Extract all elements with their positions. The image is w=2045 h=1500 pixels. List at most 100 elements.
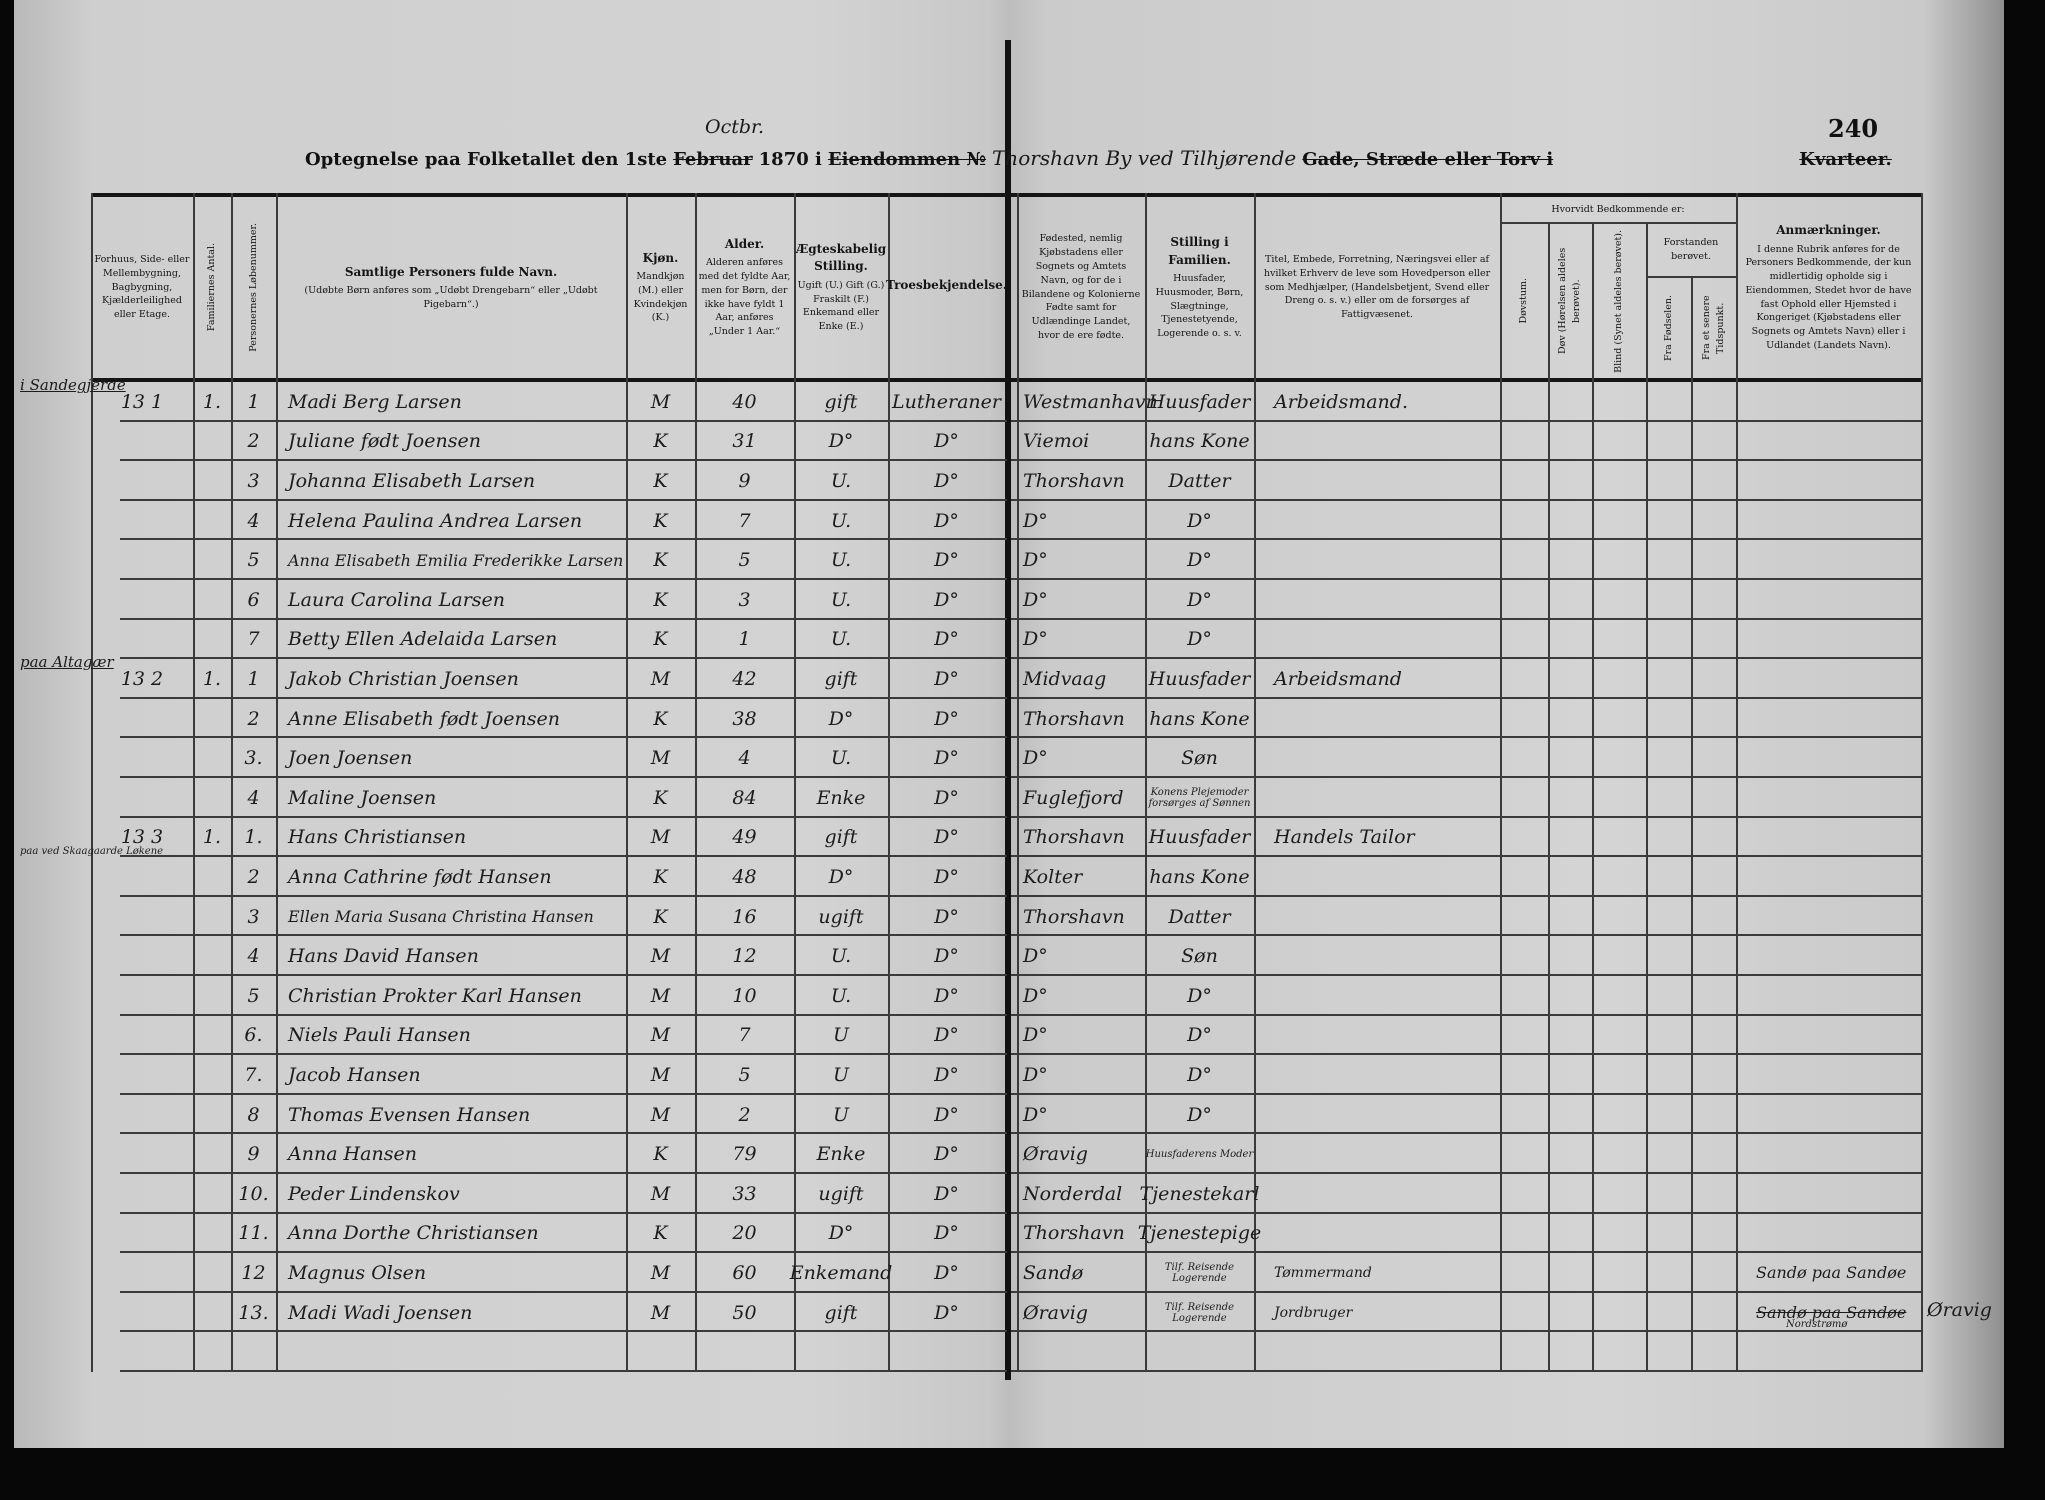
row-5-sex: K (653, 549, 668, 572)
column-rule (1254, 193, 1256, 1372)
header-occupation-text: Titel, Embede, Forretning, Næringsvei el… (1257, 253, 1497, 322)
column-rule (231, 193, 233, 1372)
row-20-position: Huusfaderens Moder (1145, 1148, 1254, 1160)
row-21-religion: D° (934, 1182, 959, 1205)
row-7-sex: K (653, 628, 668, 651)
row-23-age: 60 (732, 1261, 757, 1284)
row-rule-left (120, 1291, 1007, 1293)
row-2-religion: D° (934, 430, 959, 453)
row-6-sex: K (653, 588, 668, 611)
row-rule-left (120, 420, 1007, 422)
row-2-num: 2 (247, 430, 260, 453)
title-property-struck: Eiendommen № (827, 149, 987, 170)
row-16-name: Christian Prokter Karl Hansen (288, 984, 582, 1007)
row-4-marital: U. (830, 509, 852, 532)
row-2-birthplace: Viemoi (1023, 430, 1090, 453)
row-22-age: 20 (732, 1222, 757, 1245)
row-9-sex: K (653, 707, 668, 730)
column-rule (626, 193, 628, 1372)
row-17-sex: M (650, 1024, 671, 1047)
header-remarks: Anmærkninger. I denne Rubrik anføres for … (1736, 197, 1921, 378)
header-insane-later: Fra et senere Tidspunkt. (1691, 278, 1736, 378)
row-22-birthplace: Thorshavn (1023, 1222, 1125, 1245)
row-rule-left (120, 578, 1007, 580)
row-rule-left (120, 895, 1007, 897)
row-23-birthplace: Sandø (1023, 1261, 1084, 1284)
row-10-num: 3. (244, 747, 263, 770)
header-age-title: Alder. (724, 237, 765, 251)
header-person-no-note: Personernes Løbenummer. (247, 223, 259, 352)
margin-note: paa Altagær (20, 653, 114, 672)
row-10-age: 4 (738, 747, 751, 770)
row-19-name: Thomas Evensen Hansen (288, 1103, 531, 1126)
row-1-occupation: Arbeidsmand. (1274, 390, 1408, 413)
row-19-birthplace: D° (1023, 1103, 1048, 1126)
row-23-religion: D° (934, 1261, 959, 1284)
row-12-occupation: Handels Tailor (1274, 826, 1415, 849)
header-building-text: Forhuus, Side- eller Mellembygning, Bagb… (94, 253, 190, 322)
row-8-occupation: Arbeidsmand (1274, 667, 1402, 690)
row-18-marital: U (832, 1063, 849, 1086)
header-position-title: Stilling i Familien. (1168, 235, 1231, 267)
row-5-age: 5 (738, 549, 751, 572)
row-rule-left (120, 697, 1007, 699)
row-rule-right (1011, 1053, 1921, 1055)
header-sex: Kjøn. Mandkjøn (M.) eller Kvindekjøn (K.) (626, 197, 695, 378)
row-3-religion: D° (934, 469, 959, 492)
row-11-marital: Enke (816, 786, 866, 809)
header-remarks-text: Anmærkninger. I denne Rubrik anføres for … (1739, 222, 1918, 353)
row-24-age: 50 (732, 1301, 757, 1324)
row-rule-left (120, 1370, 1007, 1372)
row-21-position: Tjenestekarl (1139, 1182, 1260, 1205)
row-12-families: 1. (202, 826, 222, 849)
header-insane-group-text: Forstanden berøvet. (1649, 236, 1733, 264)
row-1-num: 1 (247, 390, 260, 413)
header-age: Alder. Alderen anføres med det fyldte Aar… (695, 197, 794, 378)
row-14-position: Datter (1168, 905, 1231, 928)
row-16-position: D° (1187, 984, 1212, 1007)
title-quarter: Kvarteer. (1799, 149, 1892, 170)
row-6-marital: U. (830, 588, 852, 611)
header-building: Forhuus, Side- eller Mellembygning, Bagb… (91, 197, 193, 378)
row-15-num: 4 (247, 945, 260, 968)
header-position-text: Stilling i Familien. Huusfader, Huusmoder… (1148, 234, 1251, 341)
title-property-written: Thorshavn By ved Tilhjørende (992, 146, 1297, 170)
row-2-position: hans Kone (1149, 430, 1250, 453)
row-rule-left (120, 459, 1007, 461)
row-16-age: 10 (732, 984, 757, 1007)
header-occupation: Titel, Embede, Forretning, Næringsvei el… (1254, 197, 1500, 378)
row-16-religion: D° (934, 984, 959, 1007)
title-prefix: Optegnelse paa Folketallet den 1ste (305, 149, 668, 170)
row-5-birthplace: D° (1023, 549, 1048, 572)
header-insane-birth: Fra Fødselen. (1646, 278, 1691, 378)
row-23-marital: Enkemand (789, 1261, 893, 1284)
row-4-name: Helena Paulina Andrea Larsen (288, 509, 583, 532)
column-rule (1500, 193, 1502, 1372)
row-3-marital: U. (830, 469, 852, 492)
column-rule (1646, 222, 1648, 1372)
row-7-marital: U. (830, 628, 852, 651)
row-18-birthplace: D° (1023, 1063, 1048, 1086)
row-15-sex: M (650, 945, 671, 968)
row-rule-right (1011, 459, 1921, 461)
row-1-religion: Lutheraner (892, 390, 1001, 413)
row-12-name: Hans Christiansen (288, 826, 467, 849)
row-17-religion: D° (934, 1024, 959, 1047)
row-rule-right (1011, 1212, 1921, 1214)
row-8-sex: M (650, 667, 671, 690)
row-4-num: 4 (247, 509, 260, 532)
row-21-name: Peder Lindenskov (288, 1182, 460, 1205)
row-22-position: Tjenestepige (1137, 1222, 1262, 1245)
row-rule-right (1011, 499, 1921, 501)
header-sex-title: Kjøn. (642, 250, 679, 265)
header-religion-text: Troesbekjendelse. (886, 277, 1007, 297)
row-24-sex: M (650, 1301, 671, 1324)
header-condition-group: Hvorvidt Bedkommende er: (1500, 197, 1736, 222)
row-11-num: 4 (247, 786, 260, 809)
row-10-birthplace: D° (1023, 747, 1048, 770)
row-rule-left (120, 974, 1007, 976)
row-4-position: D° (1187, 509, 1212, 532)
row-10-name: Joen Joensen (288, 747, 413, 770)
header-condition-group-note: Hvorvidt Bedkommende er: (1551, 203, 1685, 215)
header-insane-group: Forstanden berøvet. (1646, 224, 1736, 276)
